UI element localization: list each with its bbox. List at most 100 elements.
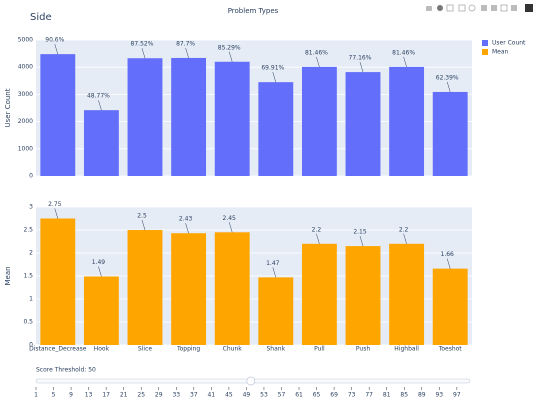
legend-swatch[interactable] (482, 40, 488, 46)
label-leader (228, 51, 233, 62)
slider-tick-label: 45 (225, 392, 233, 399)
data-label: 2.15 (353, 229, 367, 236)
label-leader (316, 56, 320, 67)
label-leader (98, 100, 102, 111)
x-tick-label: Slice (138, 346, 152, 353)
data-label: 62.39% (436, 74, 459, 81)
plotly-logo[interactable] (525, 4, 533, 12)
label-leader (228, 222, 233, 233)
slider-tick-label: 49 (243, 392, 251, 399)
bar[interactable] (345, 72, 381, 176)
slider-tick-label: 85 (400, 392, 408, 399)
bar[interactable] (171, 57, 207, 177)
y-tick-label: 3000 (18, 91, 33, 98)
data-label: 1.66 (441, 251, 455, 258)
x-tick-label: Distance_Decrease (29, 346, 87, 353)
slider-handle[interactable] (246, 376, 256, 386)
label-leader (403, 56, 407, 67)
slider-tick-label: 5 (52, 392, 56, 399)
bar[interactable] (301, 243, 337, 345)
slider-label: Score Threshold: 50 (36, 367, 96, 374)
slider-tick-label: 89 (418, 392, 426, 399)
bar[interactable] (127, 230, 163, 345)
x-tick-label: Chunk (223, 346, 243, 353)
label-leader (98, 266, 102, 277)
bar[interactable] (171, 233, 207, 345)
label-leader (141, 48, 146, 59)
bar[interactable] (389, 243, 425, 345)
bar[interactable] (389, 66, 425, 176)
label-leader (141, 219, 146, 231)
slider-tick-label: 21 (120, 392, 128, 399)
x-tick-label: Shank (267, 346, 286, 353)
legend-swatch[interactable] (482, 49, 488, 55)
data-label: 85.29% (218, 44, 241, 51)
data-label: 2.2 (399, 226, 409, 233)
zoom-out-icon[interactable] (491, 5, 497, 11)
bar[interactable] (214, 232, 250, 345)
y-tick-label: 0.5 (23, 319, 33, 326)
lasso-icon[interactable] (468, 4, 476, 12)
bar[interactable] (83, 276, 119, 345)
pan-icon[interactable] (446, 4, 454, 12)
slider-tick-label: 65 (313, 392, 321, 399)
bar[interactable] (40, 54, 76, 177)
bar[interactable] (214, 61, 250, 177)
data-label: 2.45 (223, 215, 237, 222)
slider-tick-label: 1 (34, 392, 38, 399)
label-leader (359, 62, 364, 73)
y-tick-label: 1000 (18, 145, 33, 152)
slider-tick-label: 25 (137, 392, 145, 399)
slider-tick-label: 69 (330, 392, 338, 399)
data-label: 69.91% (261, 65, 284, 72)
data-label: 90.6% (45, 37, 64, 44)
x-tick-label: Toeshot (438, 346, 463, 353)
y-axis-title: User Count (4, 88, 12, 127)
autoscale-icon[interactable] (500, 4, 508, 12)
slider-tick-label: 57 (278, 392, 286, 399)
data-label: 2.75 (48, 201, 62, 208)
bar[interactable] (432, 91, 468, 176)
slider-tick-label: 9 (69, 392, 73, 399)
camera-icon[interactable] (426, 6, 432, 11)
slider-tick-label: 53 (260, 392, 268, 399)
legend-label[interactable]: User Count (492, 40, 526, 47)
slider-tick-label: 97 (453, 392, 461, 399)
label-leader (359, 236, 364, 247)
select-icon[interactable] (458, 4, 466, 12)
data-label: 87.52% (131, 41, 154, 48)
slider-tick-label: 41 (208, 392, 216, 399)
bar[interactable] (301, 66, 337, 176)
bar[interactable] (258, 277, 294, 345)
y-tick-label: 2.5 (23, 227, 33, 234)
label-leader (185, 47, 189, 59)
bar[interactable] (83, 110, 119, 176)
page-title: Side (30, 12, 52, 23)
zoom-icon[interactable] (437, 5, 443, 11)
y-tick-label: 1 (29, 296, 33, 303)
y-tick-label: 4000 (18, 64, 33, 71)
zoom-in-icon[interactable] (481, 5, 487, 11)
reset-icon[interactable] (511, 5, 517, 11)
bar[interactable] (258, 82, 294, 176)
y-tick-label: 1.5 (23, 273, 33, 280)
label-leader (272, 72, 277, 83)
y-tick-label: 0 (29, 342, 33, 349)
legend-label[interactable]: Mean (492, 49, 509, 56)
x-tick-label: Push (356, 346, 370, 353)
y-tick-label: 3 (29, 204, 33, 211)
bar[interactable] (127, 58, 163, 176)
label-leader (446, 81, 451, 93)
slider-tick-label: 37 (190, 392, 198, 399)
data-label: 2.2 (312, 226, 322, 233)
y-tick-label: 2000 (18, 118, 33, 125)
data-label: 1.49 (92, 259, 106, 266)
modebar[interactable] (426, 4, 533, 12)
label-leader (272, 267, 277, 278)
bar[interactable] (432, 268, 468, 345)
data-label: 87.7% (176, 40, 195, 47)
x-tick-label: Hook (94, 346, 110, 353)
bar[interactable] (345, 246, 381, 345)
bar[interactable] (40, 218, 76, 346)
